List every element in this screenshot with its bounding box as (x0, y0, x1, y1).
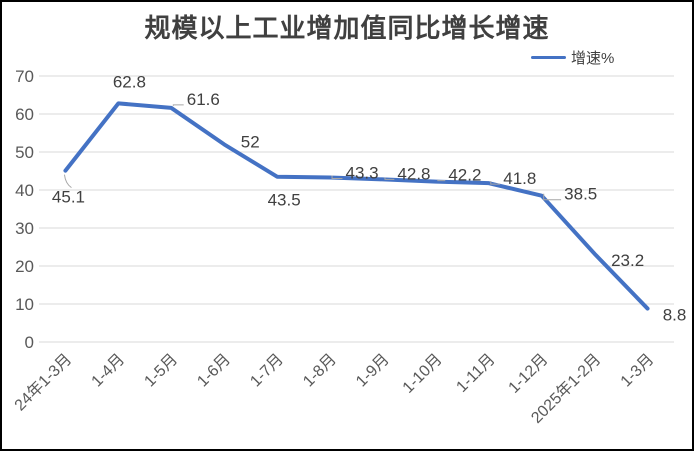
label-leader-line (384, 177, 395, 180)
data-label: 42.8 (397, 164, 430, 183)
series-line (63, 101, 650, 311)
x-tick-label: 1-12月 (506, 351, 552, 397)
data-label: 61.6 (187, 90, 220, 109)
data-label: 8.8 (663, 306, 687, 325)
data-label: 43.3 (345, 163, 378, 182)
x-tick-label: 1-5月 (141, 351, 181, 391)
chart-title: 规模以上工业增加值同比增长增速 (144, 13, 550, 43)
data-label: 41.8 (503, 169, 536, 188)
data-label: 42.2 (448, 166, 481, 185)
data-label: 38.5 (564, 185, 597, 204)
data-label: 62.8 (113, 72, 146, 91)
data-label: 23.2 (611, 251, 644, 270)
x-tick-label: 1-6月 (194, 351, 234, 391)
data-label: 45.1 (52, 188, 85, 207)
x-tick-label: 1-4月 (89, 351, 129, 391)
data-label: 52 (241, 132, 260, 151)
y-tick-label: 10 (15, 295, 34, 314)
x-tick-label: 1-10月 (400, 351, 446, 397)
x-tick-label: 1-11月 (453, 351, 498, 396)
y-tick-label: 0 (25, 333, 34, 352)
legend-line-swatch (531, 56, 566, 59)
y-tick-label: 60 (15, 105, 34, 124)
label-leader-line (172, 104, 184, 106)
y-tick-label: 30 (15, 219, 34, 238)
x-tick-label: 1-8月 (300, 351, 340, 391)
x-tick-label: 1-3月 (618, 351, 658, 391)
x-tick-label: 1-7月 (247, 351, 287, 391)
x-tick-label: 24年1-3月 (11, 350, 75, 414)
label-leader-line (331, 175, 343, 179)
label-leader-line (490, 181, 501, 185)
y-tick-label: 20 (15, 257, 34, 276)
y-tick-label: 40 (15, 181, 34, 200)
label-leader-line (63, 174, 72, 189)
label-leader-line (437, 179, 446, 182)
data-label: 43.5 (268, 191, 301, 210)
y-tick-label: 70 (15, 67, 34, 86)
legend: 增速% (531, 47, 614, 68)
x-tick-label: 1-9月 (353, 351, 393, 391)
legend-label: 增速% (571, 50, 615, 67)
label-leader-line (543, 193, 562, 201)
y-tick-label: 50 (15, 143, 34, 162)
